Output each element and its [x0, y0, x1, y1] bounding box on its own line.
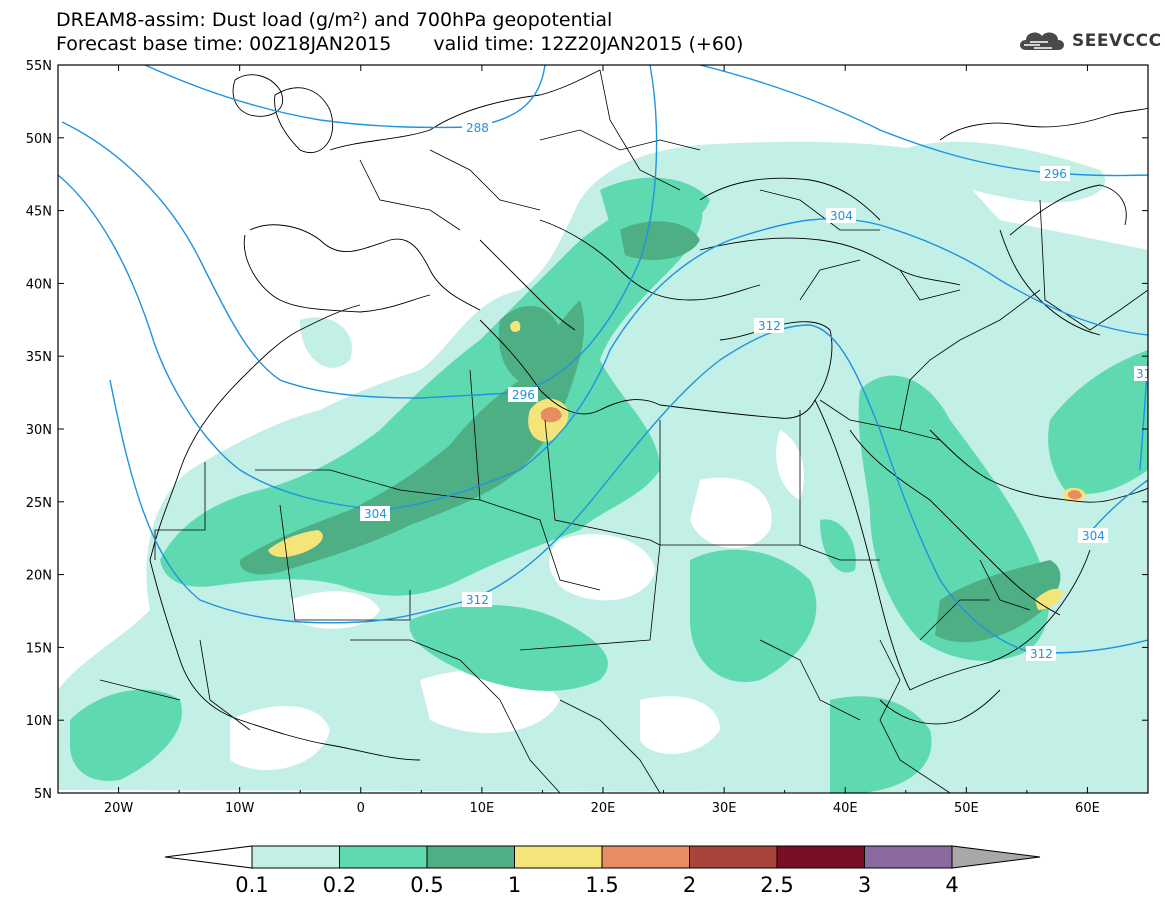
contour-label: 304 [1082, 529, 1105, 543]
contour-288b [699, 65, 1148, 177]
contour-312 [109, 324, 1148, 654]
contour-label: 312 [1136, 367, 1159, 381]
colorbar: 0.1 0.2 0.5 1 1.5 2 2.5 3 4 [164, 845, 1041, 897]
lon-label: 60E [1075, 801, 1100, 816]
colorbar-label: 3 [858, 873, 871, 897]
colorbar-swatch [864, 845, 953, 869]
lat-label: 10N [26, 714, 52, 729]
lon-label: 20W [104, 801, 134, 816]
lat-label: 50N [26, 132, 52, 147]
colorbar-over-triangle [951, 845, 1041, 869]
contour-label: 312 [466, 593, 489, 607]
lon-label: 50E [954, 801, 979, 816]
country-borders [99, 69, 1148, 793]
colorbar-swatch [339, 845, 428, 869]
map-title: DREAM8-assim: Dust load (g/m²) and 700hP… [56, 9, 613, 31]
contour-label: 304 [364, 507, 387, 521]
longitude-axis: 20W 10W 0 10E 20E 30E 40E 50E 60E [57, 65, 1149, 816]
lat-label: 20N [26, 569, 52, 584]
contour-label: 296 [1044, 167, 1067, 181]
colorbar-swatch [251, 845, 340, 869]
contour-label: 288 [466, 121, 489, 135]
lon-label: 30E [712, 801, 737, 816]
lat-label: 15N [26, 641, 52, 656]
valid-time: valid time: 12Z20JAN2015 (+60) [433, 33, 744, 55]
contour-296 [61, 65, 658, 399]
lon-label: 40E [833, 801, 858, 816]
lat-label: 40N [26, 277, 52, 292]
contour-label: 312 [1030, 647, 1053, 661]
lat-label: 45N [26, 205, 52, 220]
lon-label: 0 [357, 801, 365, 816]
lat-label: 35N [26, 350, 52, 365]
lon-label: 10E [470, 801, 495, 816]
coastlines [149, 69, 1148, 761]
contour-304 [58, 174, 1148, 511]
lat-label: 5N [34, 787, 52, 802]
colorbar-label: 1.5 [585, 873, 618, 897]
colorbar-label: 4 [945, 873, 958, 897]
lon-label: 10W [225, 801, 255, 816]
logo-text: SEEVCCC [1072, 31, 1162, 51]
map-subtitle: Forecast base time: 00Z18JAN2015 valid ti… [56, 34, 743, 55]
contour-label: 304 [830, 209, 853, 223]
colorbar-swatch [689, 845, 778, 869]
cloud-logo-icon [1020, 32, 1064, 50]
latitude-axis: 55N 50N 45N 40N 35N 30N 25N 20N 15N 10N 5N [26, 59, 1148, 802]
colorbar-label: 0.2 [323, 873, 356, 897]
lat-label: 30N [26, 423, 52, 438]
contour-label: 296 [512, 388, 535, 402]
contour-288 [144, 65, 546, 129]
colorbar-under-triangle [164, 845, 253, 869]
lon-label: 20E [591, 801, 616, 816]
colorbar-swatch [601, 845, 690, 869]
colorbar-label: 1 [508, 873, 521, 897]
colorbar-swatch [426, 845, 515, 869]
colorbar-swatch [514, 845, 603, 869]
colorbar-label: 2 [683, 873, 696, 897]
dust-field [58, 141, 1148, 793]
lat-label: 55N [26, 59, 52, 74]
colorbar-label: 2.5 [760, 873, 793, 897]
contour-labels: 288 296 296 304 304 304 312 312 312 312 [360, 120, 1159, 661]
contour-label: 312 [758, 319, 781, 333]
forecast-base-time: Forecast base time: 00Z18JAN2015 [56, 33, 392, 55]
lat-label: 25N [26, 496, 52, 511]
colorbar-swatch [776, 845, 865, 869]
colorbar-label: 0.5 [410, 873, 443, 897]
seevccc-logo: SEEVCCC [1016, 26, 1162, 56]
colorbar-label: 0.1 [235, 873, 268, 897]
